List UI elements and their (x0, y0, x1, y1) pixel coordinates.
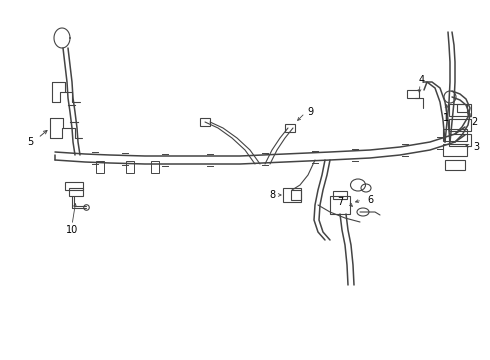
Bar (96, 161, 104, 173)
Bar (65, 182, 83, 190)
Bar (449, 134, 471, 146)
Text: 10: 10 (66, 225, 78, 235)
Text: 4: 4 (419, 75, 425, 85)
Bar (449, 119, 471, 131)
Bar (457, 104, 467, 112)
Text: 8: 8 (269, 190, 275, 200)
Text: 2: 2 (471, 117, 477, 127)
Text: 1: 1 (443, 113, 449, 123)
Bar (285, 124, 295, 132)
Bar (443, 129, 467, 141)
Bar (283, 188, 301, 202)
Bar (407, 90, 419, 98)
Bar (69, 188, 83, 196)
Bar (200, 118, 210, 126)
Text: 6: 6 (367, 195, 373, 205)
Bar (333, 191, 347, 199)
Bar (330, 196, 350, 214)
Bar (449, 104, 471, 116)
Bar (445, 160, 465, 170)
Bar (151, 161, 159, 173)
Bar (443, 144, 467, 156)
Bar (126, 161, 134, 173)
Text: 9: 9 (307, 107, 313, 117)
Text: 7: 7 (337, 197, 343, 207)
Text: 3: 3 (473, 142, 479, 152)
Text: 5: 5 (27, 137, 33, 147)
Bar (291, 190, 301, 200)
